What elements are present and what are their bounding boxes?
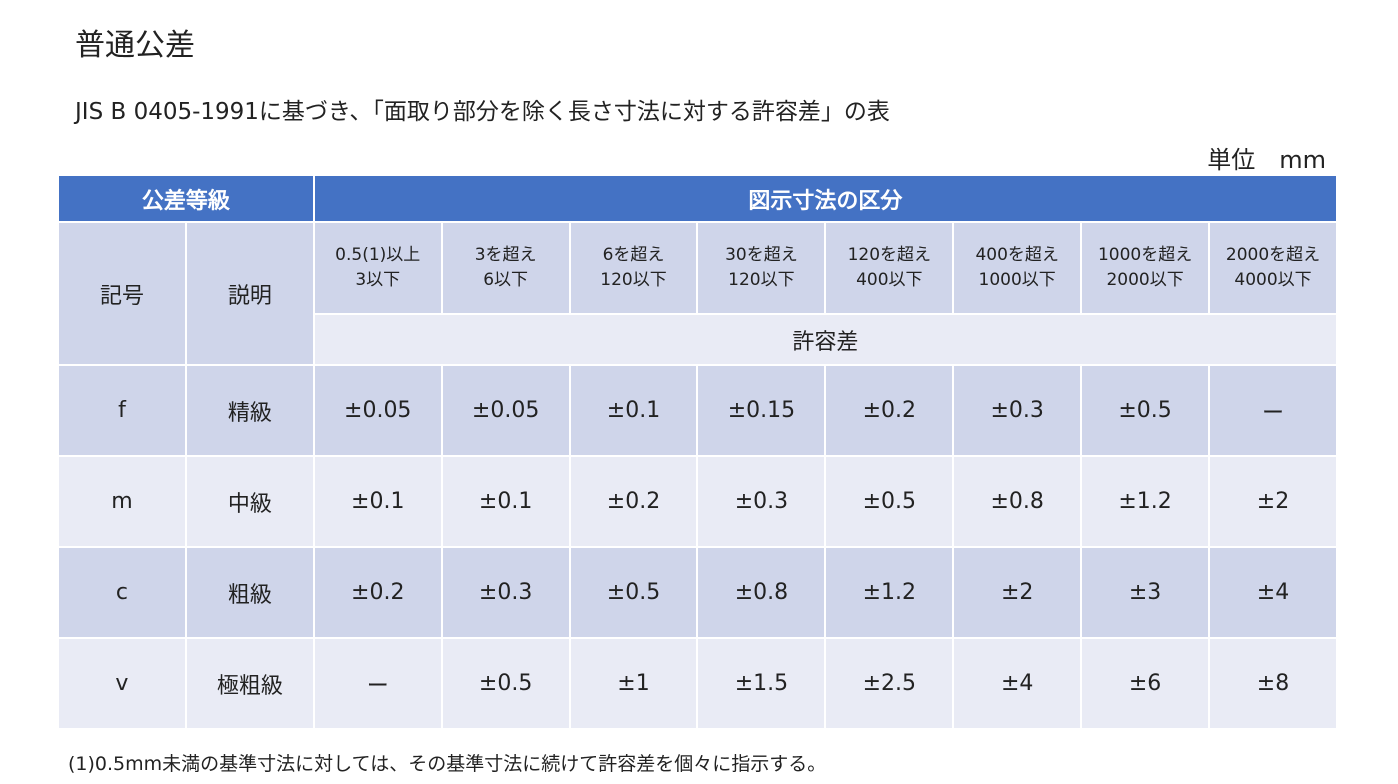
grade-symbol: m <box>59 457 185 546</box>
tolerance-cell: ±4 <box>954 639 1081 728</box>
range-line: 3を超え <box>474 245 537 265</box>
range-line: 120を超え <box>847 245 932 265</box>
grade-name: 中級 <box>186 457 313 546</box>
tolerance-cell: ー <box>1210 366 1336 455</box>
title: 普通公差 <box>75 28 195 63</box>
label-row: 許容差 <box>59 315 1336 364</box>
tolerance-cell: ±1 <box>570 639 697 728</box>
grade-symbol: c <box>59 548 185 637</box>
grade-name: 精級 <box>186 366 313 455</box>
range-line: 1000以下 <box>978 270 1056 290</box>
header-row: 公差等級 図示寸法の区分 <box>59 176 1336 221</box>
grade-symbol: f <box>59 366 185 455</box>
tolerance-cell: ±0.3 <box>954 366 1081 455</box>
range-header: 400を超え 1000以下 <box>954 223 1081 313</box>
tolerance-cell: ±0.05 <box>442 366 569 455</box>
subtitle: JIS B 0405-1991に基づき、「面取り部分を除く長さ寸法に対する許容差… <box>75 99 890 125</box>
tolerance-cell: ±0.5 <box>1082 366 1209 455</box>
tolerance-cell: ±1.5 <box>698 639 825 728</box>
data-row: m 中級 ±0.1 ±0.1 ±0.2 ±0.3 ±0.5 ±0.8 ±1.2 ±2 <box>59 457 1336 546</box>
data-row: c 粗級 ±0.2 ±0.3 ±0.5 ±0.8 ±1.2 ±2 ±3 ±4 <box>59 548 1336 637</box>
tolerance-cell: ±0.1 <box>314 457 441 546</box>
range-line: 120以下 <box>600 270 667 290</box>
tolerance-cell: ±3 <box>1082 548 1209 637</box>
column-header: 記号 <box>59 223 185 364</box>
group-header: 図示寸法の区分 <box>314 176 1336 221</box>
grade-name: 極粗級 <box>186 639 313 728</box>
grade-symbol: v <box>59 639 185 728</box>
tolerance-cell: ±0.5 <box>826 457 953 546</box>
tolerance-cell: ±0.5 <box>442 639 569 728</box>
tolerance-cell: ±2 <box>954 548 1081 637</box>
column-header: 説明 <box>186 223 313 364</box>
tolerance-cell: ±1.2 <box>826 548 953 637</box>
range-line: 2000を超え <box>1225 245 1321 265</box>
range-line: 6を超え <box>602 245 665 265</box>
tolerance-cell: ±0.2 <box>826 366 953 455</box>
range-line: 400以下 <box>856 270 923 290</box>
tolerance-cell: ±0.8 <box>954 457 1081 546</box>
tolerance-cell: ±0.2 <box>570 457 697 546</box>
unit: 単位 mm <box>1207 146 1326 174</box>
range-line: 30を超え <box>725 245 798 265</box>
range-header: 6を超え 120以下 <box>570 223 697 313</box>
tolerance-cell: ±6 <box>1082 639 1209 728</box>
range-header: 120を超え 400以下 <box>826 223 953 313</box>
range-line: 120以下 <box>728 270 795 290</box>
range-line: 6以下 <box>483 270 529 290</box>
range-line: 0.5(1)以上 <box>335 245 421 265</box>
range-line: 2000以下 <box>1106 270 1184 290</box>
tolerance-cell: ±0.3 <box>442 548 569 637</box>
range-line: 4000以下 <box>1234 270 1312 290</box>
tolerance-cell: ±0.3 <box>698 457 825 546</box>
footnote: (1)0.5mm未満の基準寸法に対しては、その基準寸法に続けて許容差を個々に指示… <box>68 753 827 775</box>
range-line: 1000を超え <box>1097 245 1193 265</box>
tolerance-table: 公差等級 図示寸法の区分 記号 説明 0.5(1)以上 3以下 3を超え 6以下 6を超え 120… <box>57 174 1338 730</box>
grade-name: 粗級 <box>186 548 313 637</box>
tolerance-cell: ±0.15 <box>698 366 825 455</box>
range-line: 3以下 <box>355 270 401 290</box>
tolerance-cell: ±1.2 <box>1082 457 1209 546</box>
tolerance-cell: ±8 <box>1210 639 1336 728</box>
tolerance-cell: ±0.2 <box>314 548 441 637</box>
tolerance-cell: ±2.5 <box>826 639 953 728</box>
range-header: 30を超え 120以下 <box>698 223 825 313</box>
range-row: 記号 説明 0.5(1)以上 3以下 3を超え 6以下 6を超え 120以下 30を超え 120以… <box>59 223 1336 364</box>
tolerance-cell: ー <box>314 639 441 728</box>
range-line: 400を超え <box>975 245 1059 265</box>
group-header: 公差等級 <box>59 176 313 221</box>
range-header: 1000を超え 2000以下 <box>1082 223 1209 313</box>
tolerance-cell: ±0.5 <box>570 548 697 637</box>
data-row: f 精級 ±0.05 ±0.05 ±0.1 ±0.15 ±0.2 ±0.3 ±0.5 ー <box>59 366 1336 455</box>
tolerance-cell: ±0.05 <box>314 366 441 455</box>
range-header: 2000を超え 4000以下 <box>1210 223 1336 313</box>
range-header: 0.5(1)以上 3以下 <box>314 223 441 313</box>
tolerance-cell: ±0.1 <box>442 457 569 546</box>
range-header: 3を超え 6以下 <box>442 223 569 313</box>
tolerance-label: 許容差 <box>314 315 1336 364</box>
tolerance-cell: ±4 <box>1210 548 1336 637</box>
tolerance-cell: ±0.8 <box>698 548 825 637</box>
tolerance-cell: ±0.1 <box>570 366 697 455</box>
tolerance-cell: ±2 <box>1210 457 1336 546</box>
data-row: v 極粗級ー ±0.5 ±1 ±1.5 ±2.5 ±4 ±6 ±8 <box>59 639 1336 728</box>
